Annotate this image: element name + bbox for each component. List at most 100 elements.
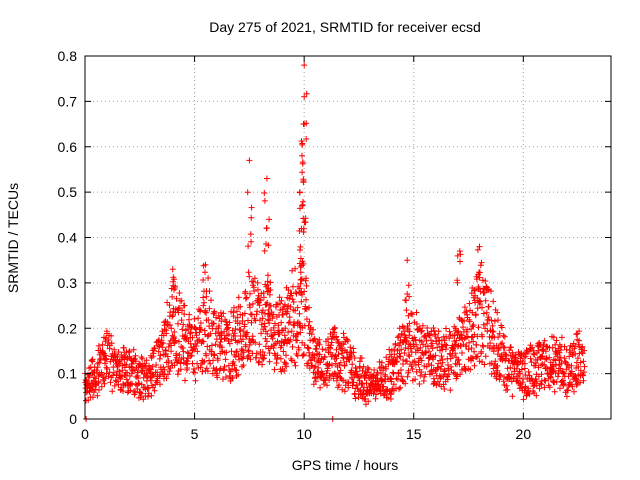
data-point xyxy=(401,350,408,356)
data-point xyxy=(151,387,158,394)
data-point xyxy=(526,372,533,379)
data-point xyxy=(163,375,170,382)
data-point xyxy=(251,275,258,282)
data-point xyxy=(542,348,549,355)
data-point xyxy=(272,320,278,327)
data-point xyxy=(276,331,283,338)
data-point xyxy=(259,361,266,368)
data-point xyxy=(456,361,463,368)
x-tick-label: 0 xyxy=(81,426,89,442)
data-point xyxy=(579,350,586,357)
data-point xyxy=(467,366,474,373)
data-point xyxy=(428,362,435,369)
data-point xyxy=(329,362,335,369)
data-point xyxy=(241,310,248,317)
data-point xyxy=(237,303,244,310)
data-point xyxy=(576,328,583,335)
data-point xyxy=(189,334,196,341)
data-point xyxy=(212,341,219,348)
data-point xyxy=(503,382,510,389)
data-point xyxy=(176,338,182,345)
data-point xyxy=(142,363,149,370)
data-point xyxy=(311,336,318,343)
data-point xyxy=(285,319,292,326)
data-point xyxy=(168,342,175,349)
data-point xyxy=(296,310,303,317)
data-point xyxy=(378,359,385,366)
data-point xyxy=(235,294,242,301)
data-point xyxy=(283,363,290,370)
data-point xyxy=(164,353,171,360)
data-point xyxy=(181,302,188,309)
data-point xyxy=(138,381,145,388)
data-point xyxy=(446,335,453,342)
data-point xyxy=(290,299,297,305)
data-point xyxy=(352,395,359,402)
data-point xyxy=(479,304,485,311)
data-point xyxy=(253,350,260,357)
data-point xyxy=(296,260,303,267)
data-point xyxy=(457,258,463,265)
data-point xyxy=(418,369,425,376)
data-point xyxy=(469,323,476,330)
data-point xyxy=(344,379,351,386)
data-point xyxy=(289,343,296,350)
data-point xyxy=(251,288,258,294)
data-point xyxy=(497,372,504,379)
x-tick-label: 20 xyxy=(516,426,532,442)
data-point xyxy=(226,340,233,347)
data-point xyxy=(451,332,458,339)
data-point xyxy=(432,352,439,359)
data-point xyxy=(221,363,228,370)
data-point xyxy=(480,310,487,317)
data-point xyxy=(193,332,200,339)
data-point xyxy=(287,303,294,310)
data-point xyxy=(203,365,210,372)
data-point xyxy=(406,320,413,327)
data-point xyxy=(208,342,215,349)
data-point xyxy=(147,377,154,384)
data-point xyxy=(285,287,292,293)
data-point xyxy=(200,294,207,301)
data-point xyxy=(275,322,282,329)
data-point xyxy=(166,302,173,309)
data-point xyxy=(482,278,489,284)
data-point xyxy=(283,352,289,359)
data-point xyxy=(191,369,198,376)
data-point xyxy=(398,346,405,353)
data-point xyxy=(259,349,266,355)
data-point xyxy=(460,324,466,331)
data-point xyxy=(517,370,524,377)
data-point xyxy=(123,376,130,383)
data-point xyxy=(419,327,425,334)
data-point xyxy=(401,328,408,335)
data-point xyxy=(169,266,176,273)
data-point xyxy=(155,342,162,349)
data-point xyxy=(206,305,213,312)
data-point xyxy=(239,318,246,324)
data-point xyxy=(429,345,436,352)
data-point xyxy=(225,331,232,338)
data-point xyxy=(479,342,486,349)
data-point xyxy=(138,390,145,397)
data-point xyxy=(566,353,573,360)
data-point xyxy=(299,152,305,159)
data-point xyxy=(489,322,496,329)
data-point xyxy=(297,264,304,270)
data-point xyxy=(430,356,437,363)
data-point xyxy=(155,348,162,355)
data-point xyxy=(389,369,396,376)
data-point xyxy=(235,371,242,378)
data-point xyxy=(379,377,386,384)
data-point xyxy=(184,349,191,356)
data-point xyxy=(324,382,330,389)
data-points xyxy=(82,62,588,422)
data-point xyxy=(408,363,415,370)
data-point xyxy=(442,346,449,353)
data-point xyxy=(89,356,96,363)
data-point xyxy=(98,383,105,390)
x-axis-label: GPS time / hours xyxy=(292,457,399,473)
data-point xyxy=(197,320,204,326)
data-point xyxy=(299,160,306,167)
